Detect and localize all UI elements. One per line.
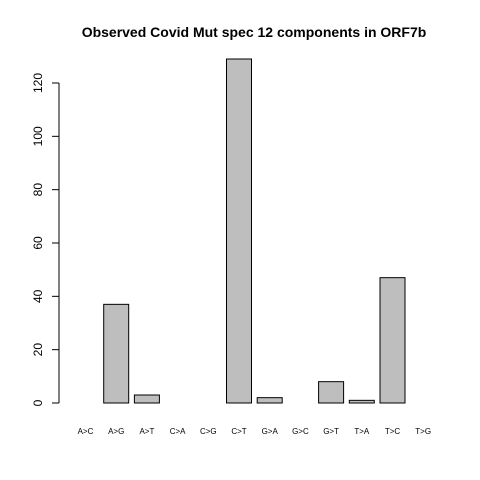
y-tick-label: 40 <box>31 289 45 303</box>
y-axis: 0 20 40 60 80 100 120 <box>31 73 59 406</box>
bar-G-to-T <box>318 381 345 404</box>
x-axis-labels: A>C A>G A>T C>A C>G C>T G>A G>C G>T T>A T>C T>G <box>78 427 431 436</box>
x-tick-label: A>C <box>78 427 94 436</box>
x-tick-label: G>C <box>292 427 309 436</box>
bars-group <box>103 58 406 404</box>
x-tick-label: C>T <box>231 427 246 436</box>
x-tick-label: T>A <box>354 427 370 436</box>
chart-title: Observed Covid Mut spec 12 components in… <box>82 24 427 40</box>
y-tick-label: 120 <box>31 73 45 93</box>
y-tick-label: 60 <box>31 236 45 250</box>
x-tick-label: A>T <box>139 427 154 436</box>
y-tick-label: 0 <box>31 399 45 406</box>
x-tick-label: T>C <box>385 427 401 436</box>
bar-C-to-T <box>226 58 252 404</box>
y-tick-label: 100 <box>31 126 45 146</box>
bar-T-to-A <box>348 399 375 404</box>
bar-A-to-G <box>103 303 130 404</box>
x-tick-label: C>G <box>200 427 217 436</box>
x-tick-label: C>A <box>170 427 186 436</box>
x-tick-label: G>A <box>262 427 279 436</box>
bar-G-to-A <box>256 397 283 404</box>
y-tick-label: 80 <box>31 183 45 197</box>
bar-T-to-C <box>379 277 406 404</box>
x-tick-label: G>T <box>323 427 339 436</box>
x-tick-label: T>G <box>415 427 431 436</box>
bar-A-to-T <box>133 394 160 404</box>
y-tick-label: 20 <box>31 343 45 357</box>
x-tick-label: A>G <box>108 427 124 436</box>
